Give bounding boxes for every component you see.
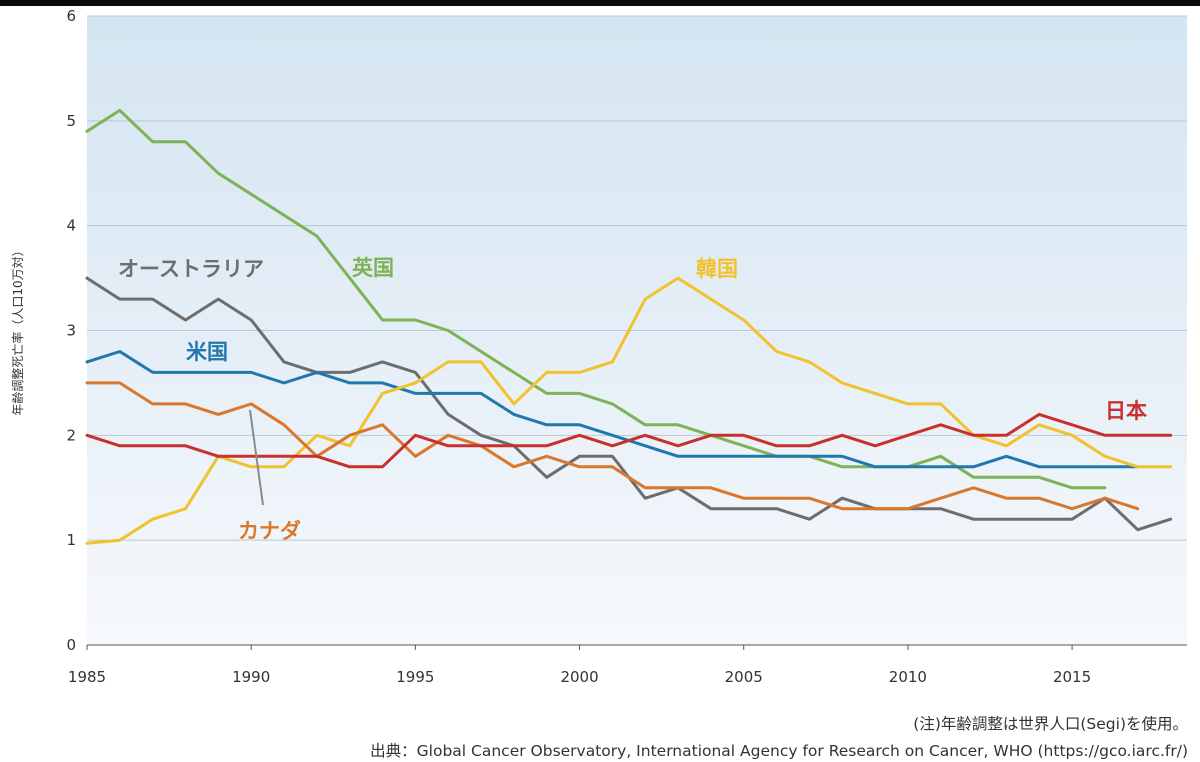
- x-tick-label: 2005: [725, 668, 763, 686]
- y-tick-label: 1: [66, 531, 76, 549]
- series-line-韓国: [85, 276, 1173, 545]
- y-tick-label: 3: [66, 322, 76, 340]
- series-lines: [85, 108, 1173, 545]
- top-border: [0, 0, 1200, 6]
- canada-leader-line: [249, 409, 264, 506]
- y-tick-label: 5: [66, 112, 76, 130]
- y-tick-label: 0: [66, 636, 76, 654]
- series-line-日本: [85, 412, 1173, 469]
- series-label-日本: 日本: [1105, 399, 1147, 423]
- x-tick-label: 1990: [232, 668, 270, 686]
- series-line-英国: [85, 108, 1107, 490]
- x-tick-label: 2010: [889, 668, 927, 686]
- series-label-英国: 英国: [352, 256, 394, 280]
- x-tick-label: 2000: [560, 668, 598, 686]
- x-tick-label: 1995: [396, 668, 434, 686]
- series-label-オーストラリア: オーストラリア: [118, 257, 264, 281]
- y-axis-label: 年齢調整死亡率（人口10万対）: [10, 244, 25, 415]
- x-axis-ticks: 1985 1990 1995 2000 2005 2010 2015: [68, 645, 1091, 686]
- line-chart: 0 1 2 3 4 5 6 1985 1990 1995 2000 2005 2010 2015 年齢調…: [10, 7, 1187, 686]
- footnote-source: 出典：Global Cancer Observatory, Internatio…: [370, 742, 1188, 760]
- y-tick-label: 2: [66, 426, 76, 444]
- series-line-米国: [85, 350, 1140, 469]
- label-leaders: [249, 409, 264, 506]
- series-label-カナダ: カナダ: [238, 519, 301, 543]
- y-tick-label: 4: [66, 217, 76, 235]
- x-tick-label: 1985: [68, 668, 106, 686]
- series-label-米国: 米国: [186, 340, 228, 364]
- y-tick-label: 6: [66, 7, 76, 25]
- y-axis-ticks: 0 1 2 3 4 5 6: [66, 7, 76, 654]
- series-line-カナダ: [85, 381, 1140, 511]
- footnote-note: (注)年齢調整は世界人口(Segi)を使用。: [913, 715, 1188, 733]
- x-tick-label: 2015: [1053, 668, 1091, 686]
- series-label-韓国: 韓国: [696, 257, 738, 281]
